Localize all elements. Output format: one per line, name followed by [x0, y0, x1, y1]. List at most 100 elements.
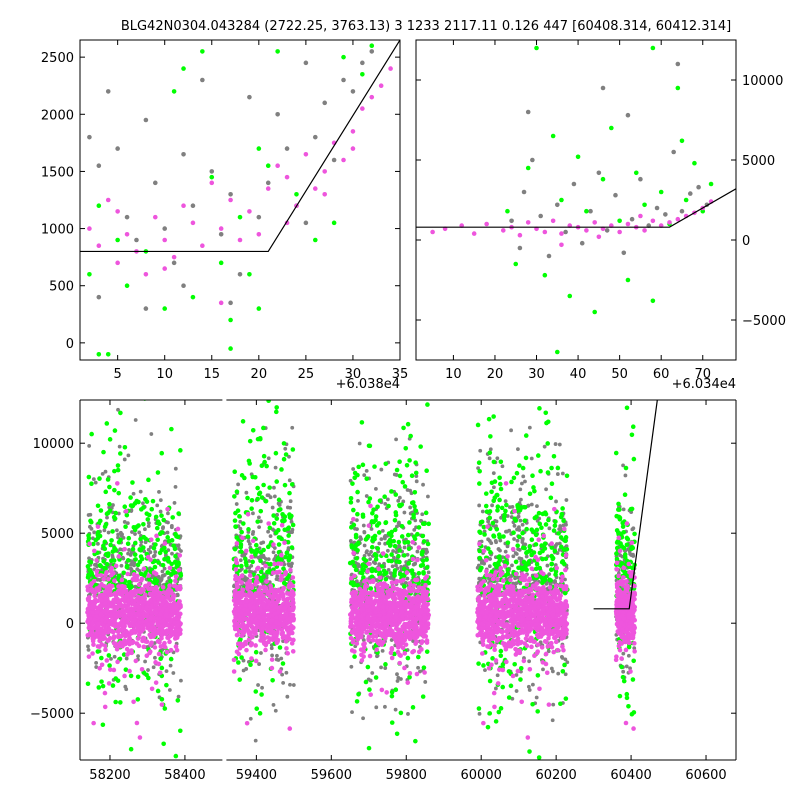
top-right-zoom-x-tick-label: 60: [653, 367, 670, 382]
bottom-full-lightcurve-green-point: [255, 496, 260, 502]
bottom-full-lightcurve-gray-point: [370, 671, 375, 675]
bottom-full-lightcurve-gray-point: [493, 538, 498, 543]
bottom-full-lightcurve-green-point: [279, 467, 284, 472]
bottom-full-lightcurve-gray-point: [119, 534, 124, 538]
bottom-full-lightcurve-gray-point: [138, 489, 143, 494]
bottom-full-lightcurve-gray-point: [158, 498, 163, 503]
bottom-full-lightcurve-green-point: [416, 525, 422, 530]
bottom-full-lightcurve-green-point: [127, 585, 133, 590]
bottom-full-lightcurve-magenta-point: [102, 690, 108, 696]
bottom-full-lightcurve-gray-point: [519, 497, 523, 502]
top-right-zoom-x-tick-label: 70: [694, 367, 711, 382]
bottom-full-lightcurve-green-point: [543, 522, 549, 527]
bottom-full-lightcurve-green-point: [110, 683, 116, 688]
bottom-full-lightcurve-green-point: [616, 501, 621, 507]
bottom-full-lightcurve-green-point: [539, 543, 544, 548]
bottom-full-lightcurve-green-point: [103, 566, 108, 572]
bottom-full-lightcurve-gray-point: [175, 593, 180, 598]
bottom-full-lightcurve-green-point: [629, 506, 635, 512]
bottom-full-lightcurve-magenta-point: [143, 639, 149, 644]
top-right-zoom-gray-point: [546, 253, 552, 259]
bottom-full-lightcurve-green-point: [360, 566, 365, 572]
top-left-zoom-magenta-point: [360, 106, 365, 111]
bottom-full-lightcurve-green-point: [107, 501, 112, 507]
bottom-full-lightcurve-green-point: [233, 510, 238, 516]
top-right-zoom-gray-point: [530, 157, 535, 163]
bottom-full-lightcurve-green-point: [617, 693, 623, 699]
top-right-zoom-gray-point: [588, 208, 593, 214]
bottom-full-lightcurve-gray-point: [477, 576, 482, 581]
bottom-full-lightcurve-green-point: [373, 557, 379, 562]
bottom-full-lightcurve-green-point: [545, 419, 551, 425]
bottom-full-lightcurve-magenta-point: [253, 643, 258, 648]
bottom-full-lightcurve-green-point: [261, 425, 266, 431]
top-left-zoom-magenta-point: [96, 243, 102, 249]
bottom-full-lightcurve-gray-point: [424, 551, 428, 555]
bottom-full-lightcurve-gray-point: [362, 543, 367, 548]
bottom-full-lightcurve-magenta-point: [177, 553, 183, 558]
top-left-zoom-gray-point: [124, 214, 130, 220]
bottom-full-lightcurve-gray-point: [478, 448, 483, 453]
bottom-full-lightcurve-gray-point: [423, 680, 428, 684]
bottom-full-lightcurve-magenta-point: [127, 668, 132, 674]
bottom-full-lightcurve-gray-point: [383, 704, 387, 709]
top-right-zoom-magenta-point: [592, 220, 598, 225]
bottom-full-lightcurve-magenta-point: [255, 566, 260, 572]
bottom-full-lightcurve-magenta-point: [151, 631, 156, 636]
bottom-full-lightcurve-magenta-point: [266, 614, 272, 619]
bottom-full-lightcurve-green-point: [487, 515, 493, 521]
bottom-full-lightcurve-magenta-point: [282, 540, 287, 546]
bottom-full-lightcurve-magenta-point: [117, 603, 123, 609]
bottom-full-lightcurve-green-point: [534, 561, 540, 567]
bottom-full-lightcurve-gray-point: [290, 425, 295, 430]
bottom-full-lightcurve-gray-point: [367, 552, 372, 557]
bottom-full-lightcurve-magenta-point: [160, 628, 165, 633]
bottom-full-lightcurve-green-point: [559, 511, 565, 517]
bottom-full-lightcurve-green-point: [517, 534, 522, 540]
bottom-full-lightcurve-green-point: [399, 534, 405, 539]
bottom-full-lightcurve-magenta-point: [159, 594, 165, 600]
bottom-full-lightcurve-green-point: [614, 545, 620, 551]
bottom-full-lightcurve-gray-point: [119, 563, 124, 568]
bottom-full-lightcurve-gray-point: [146, 668, 150, 672]
bottom-full-lightcurve-magenta-point: [135, 601, 141, 607]
bottom-full-lightcurve-green-point: [98, 508, 104, 513]
bottom-full-lightcurve-gray-point: [379, 665, 383, 670]
bottom-full-lightcurve-green-point: [397, 459, 402, 465]
bottom-full-lightcurve-gray-point: [365, 549, 369, 554]
bottom-full-lightcurve-green-point: [159, 665, 165, 671]
bottom-full-lightcurve-magenta-point: [118, 612, 124, 618]
bottom-full-lightcurve-green-point: [281, 566, 286, 571]
bottom-full-lightcurve-green-point: [535, 709, 540, 714]
top-left-zoom-x-offset-label: +6.038e4: [336, 377, 400, 392]
top-left-zoom-x-tick-label: 5: [114, 367, 122, 382]
top-left-zoom-gray-point: [237, 271, 243, 277]
bottom-full-lightcurve-gray-point: [117, 444, 122, 449]
bottom-full-lightcurve-gray-point: [547, 526, 552, 531]
bottom-full-lightcurve-magenta-point: [175, 632, 181, 638]
bottom-full-lightcurve-green-point: [367, 687, 372, 692]
bottom-full-lightcurve-gray-point: [512, 537, 516, 541]
bottom-full-lightcurve-magenta-point: [143, 606, 149, 612]
top-right-zoom-gray-point: [563, 229, 568, 235]
bottom-full-lightcurve-green-point: [393, 512, 399, 518]
bottom-full-lightcurve-magenta-point: [139, 628, 145, 633]
top-right-zoom-green-point: [584, 208, 589, 214]
bottom-full-lightcurve-magenta-point: [137, 619, 142, 625]
top-left-zoom-gray-point: [87, 134, 92, 140]
bottom-full-lightcurve-magenta-point: [110, 629, 116, 635]
bottom-full-lightcurve-green-point: [491, 498, 497, 504]
bottom-full-lightcurve-green-point: [241, 521, 246, 526]
bottom-full-lightcurve-green-point: [506, 695, 512, 700]
bottom-full-lightcurve-green-point: [542, 577, 548, 582]
bottom-full-lightcurve-magenta-point: [116, 622, 122, 628]
bottom-full-lightcurve-green-point: [253, 649, 259, 655]
bottom-full-lightcurve-gray-point: [524, 554, 529, 559]
top-left-zoom-gray-point: [247, 94, 252, 100]
bottom-full-lightcurve-green-point: [109, 558, 114, 564]
top-right-zoom-magenta-point: [542, 229, 548, 235]
bottom-full-lightcurve-gray-point: [251, 511, 255, 516]
top-left-zoom-green-point: [218, 260, 224, 266]
bottom-full-lightcurve-magenta-point: [167, 583, 172, 588]
bottom-full-lightcurve-gray-point: [170, 551, 174, 556]
